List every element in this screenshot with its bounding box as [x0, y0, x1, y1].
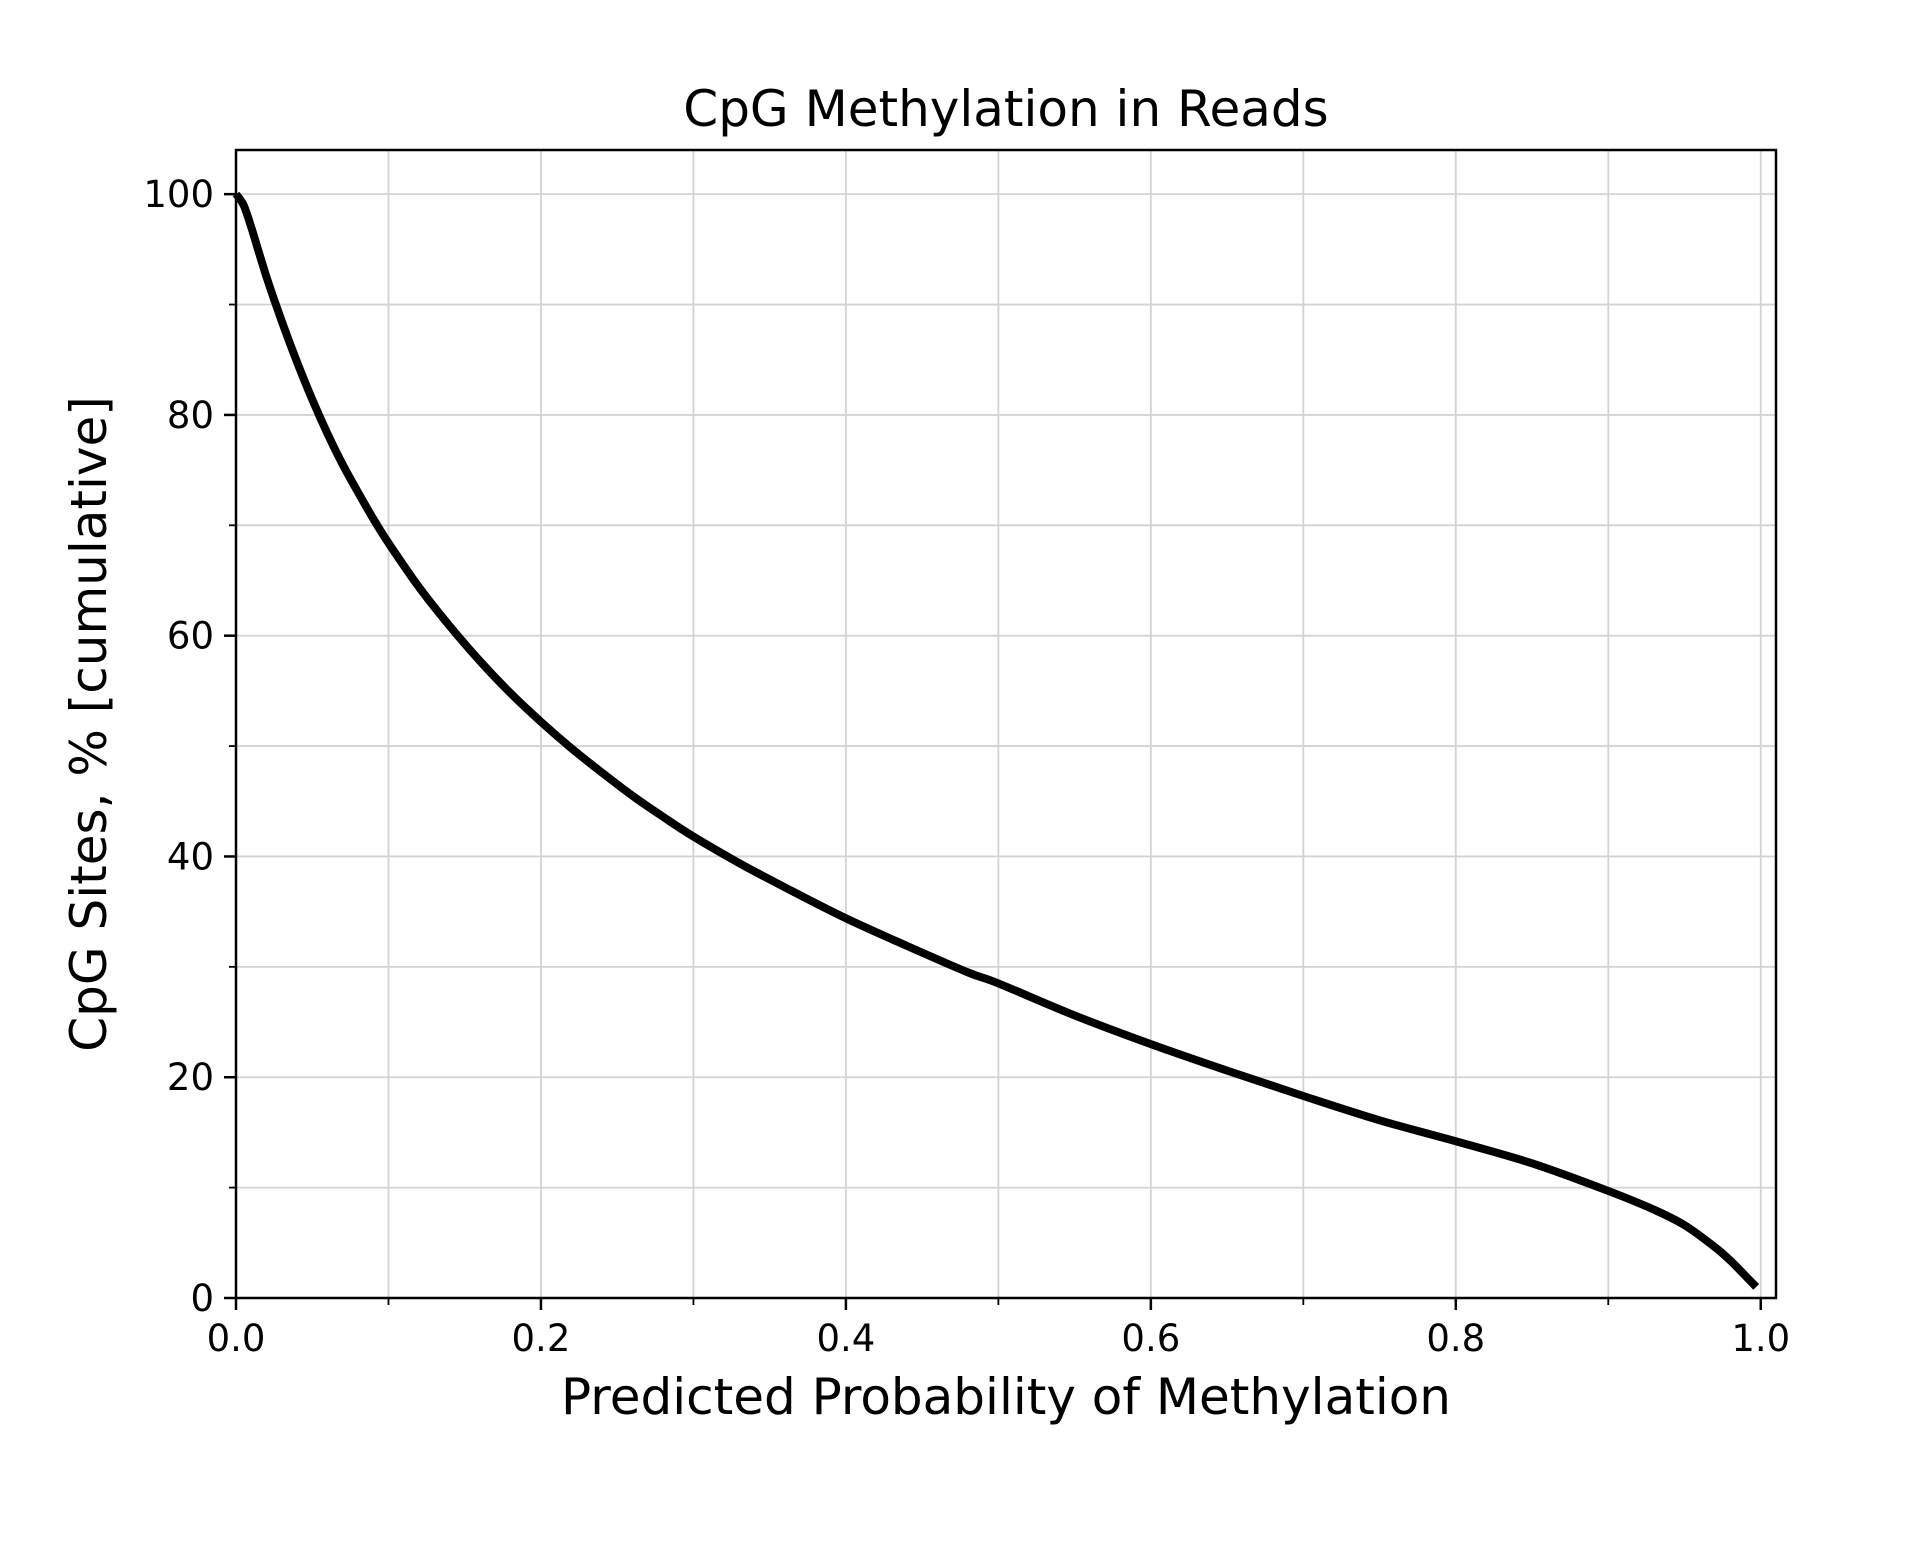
y-tick-label: 20 — [167, 1056, 214, 1099]
axis-ticks: 0.0 0.2 0.4 0.6 0.8 1.0 0 20 40 60 80 100 — [143, 173, 1790, 1360]
chart-title: CpG Methylation in Reads — [683, 80, 1328, 138]
x-tick-label: 0.6 — [1121, 1317, 1180, 1360]
x-tick-label: 1.0 — [1731, 1317, 1790, 1360]
x-axis-label: Predicted Probability of Methylation — [561, 1368, 1451, 1426]
x-tick-label: 0.8 — [1426, 1317, 1485, 1360]
series-line — [232, 191, 1760, 1290]
data-series — [232, 191, 1760, 1290]
y-tick-label: 80 — [167, 394, 214, 437]
y-tick-label: 0 — [190, 1277, 214, 1320]
x-tick-label: 0.2 — [512, 1317, 571, 1360]
plot-frame — [234, 148, 1778, 1300]
x-tick-label: 0.4 — [816, 1317, 875, 1360]
y-tick-label: 100 — [143, 173, 214, 216]
y-axis-label: CpG Sites, % [cumulative] — [60, 396, 118, 1052]
x-tick-label: 0.0 — [207, 1317, 266, 1360]
y-tick-label: 60 — [167, 615, 214, 658]
y-tick-label: 40 — [167, 835, 214, 878]
